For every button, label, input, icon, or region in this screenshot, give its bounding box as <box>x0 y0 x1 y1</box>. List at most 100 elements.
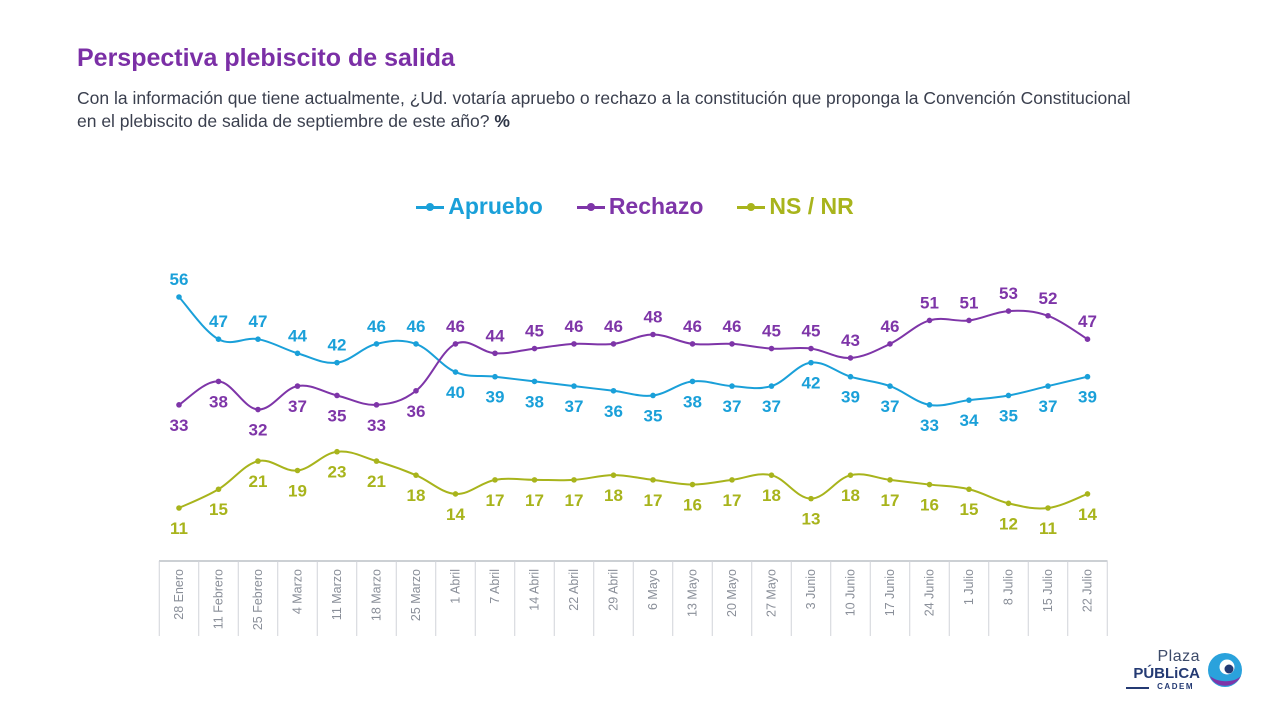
legend-item-rechazo: Rechazo <box>576 193 704 220</box>
data-label-ns-nr: 21 <box>367 472 386 491</box>
data-label-ns-nr: 17 <box>565 491 584 510</box>
data-point-ns-nr <box>966 486 972 493</box>
data-label-rechazo: 46 <box>565 317 584 336</box>
data-label-rechazo: 46 <box>723 317 742 336</box>
data-point-rechazo <box>492 350 498 357</box>
data-label-apruebo: 46 <box>367 317 386 336</box>
data-point-apruebo <box>1084 373 1091 380</box>
data-point-apruebo <box>926 402 933 408</box>
data-label-rechazo: 51 <box>960 293 979 312</box>
x-tick-label: 25 Febrero <box>251 569 265 630</box>
data-label-rechazo: 33 <box>367 416 386 435</box>
data-label-apruebo: 37 <box>1039 397 1058 416</box>
data-point-apruebo <box>966 397 972 403</box>
data-label-apruebo: 39 <box>486 388 505 407</box>
data-label-apruebo: 46 <box>407 317 426 336</box>
data-label-ns-nr: 17 <box>525 491 544 510</box>
data-point-rechazo <box>847 355 854 361</box>
data-point-ns-nr <box>1005 500 1012 507</box>
data-point-rechazo <box>373 402 380 408</box>
data-label-apruebo: 37 <box>565 397 584 416</box>
data-label-ns-nr: 12 <box>999 514 1018 533</box>
x-tick-label: 7 Abril <box>488 569 502 604</box>
data-label-rechazo: 47 <box>1078 312 1097 331</box>
x-tick-label: 14 Abril <box>528 569 542 611</box>
data-label-apruebo: 38 <box>683 392 702 411</box>
x-tick-label: 4 Marzo <box>291 569 305 614</box>
data-point-apruebo <box>294 350 301 357</box>
data-point-ns-nr <box>492 477 498 483</box>
data-label-rechazo: 36 <box>407 402 426 421</box>
data-label-rechazo: 45 <box>802 322 821 341</box>
legend-label-apruebo: Apruebo <box>448 193 543 219</box>
data-label-apruebo: 38 <box>525 392 544 411</box>
unit-label: % <box>494 111 510 131</box>
data-label-apruebo: 37 <box>762 397 781 416</box>
data-point-apruebo <box>452 369 459 375</box>
data-point-ns-nr <box>531 477 538 483</box>
x-tick-label: 22 Abril <box>567 569 581 611</box>
x-tick-label: 1 Julio <box>962 569 976 605</box>
data-point-ns-nr <box>373 458 380 464</box>
legend-label-nsnr: NS / NR <box>769 193 854 219</box>
x-tick-label: 24 Junio <box>923 569 937 616</box>
data-label-ns-nr: 18 <box>407 486 426 505</box>
x-tick-label: 18 Marzo <box>370 569 384 621</box>
data-label-rechazo: 46 <box>683 317 702 336</box>
data-point-ns-nr <box>887 477 893 483</box>
data-point-apruebo <box>689 378 696 385</box>
plaza-publica-cadem-logo: Plaza PÚBLiCA CADEM <box>1124 648 1244 693</box>
data-label-apruebo: 42 <box>328 336 347 355</box>
legend-swatch-nsnr <box>737 203 766 211</box>
chart-question: Con la información que tiene actualmente… <box>77 87 1137 133</box>
data-point-rechazo <box>215 378 222 385</box>
data-label-apruebo: 35 <box>644 406 663 425</box>
data-point-apruebo <box>413 341 419 347</box>
data-label-ns-nr: 13 <box>802 510 821 529</box>
data-label-rechazo: 38 <box>209 392 228 411</box>
data-point-apruebo <box>1045 383 1051 389</box>
data-label-ns-nr: 23 <box>328 463 347 482</box>
data-point-apruebo <box>1005 392 1012 399</box>
data-label-rechazo: 32 <box>249 421 268 440</box>
legend-item-apruebo: Apruebo <box>416 193 543 220</box>
data-label-ns-nr: 19 <box>288 481 307 500</box>
data-label-rechazo: 52 <box>1039 289 1058 308</box>
x-tick-label: 11 Marzo <box>330 569 344 620</box>
data-label-ns-nr: 16 <box>683 496 702 515</box>
data-label-ns-nr: 21 <box>249 472 268 491</box>
data-point-ns-nr <box>768 472 775 478</box>
chart-legend: Apruebo Rechazo NS / NR <box>0 193 1270 220</box>
data-point-rechazo <box>1005 308 1012 314</box>
data-point-ns-nr <box>413 472 419 478</box>
series-line-apruebo <box>178 296 1088 407</box>
logo-text-publica: PÚBLiCA <box>1133 665 1200 682</box>
data-point-ns-nr <box>215 486 222 493</box>
x-tick-label: 15 Julio <box>1041 569 1055 612</box>
data-label-apruebo: 39 <box>841 388 860 407</box>
x-tick-label: 10 Junio <box>844 569 858 616</box>
data-point-ns-nr <box>1045 505 1051 511</box>
data-point-apruebo <box>847 373 854 380</box>
data-label-apruebo: 33 <box>920 416 939 435</box>
data-point-rechazo <box>887 341 893 347</box>
data-label-rechazo: 51 <box>920 293 939 312</box>
x-tick-label: 22 Julio <box>1081 569 1095 612</box>
legend-label-rechazo: Rechazo <box>608 193 704 219</box>
data-point-rechazo <box>610 341 617 347</box>
data-point-rechazo <box>334 392 340 399</box>
data-point-apruebo <box>768 383 775 389</box>
data-label-apruebo: 47 <box>209 312 228 331</box>
data-point-apruebo <box>531 378 538 385</box>
data-label-rechazo: 35 <box>328 406 347 425</box>
data-point-apruebo <box>887 383 893 389</box>
data-point-rechazo <box>571 341 577 347</box>
x-tick-label: 28 Enero <box>172 569 186 620</box>
data-point-ns-nr <box>334 448 340 455</box>
x-tick-label: 3 Junio <box>804 569 818 609</box>
data-label-apruebo: 56 <box>170 270 189 289</box>
data-point-ns-nr <box>255 458 261 464</box>
data-point-apruebo <box>255 336 261 343</box>
data-point-ns-nr <box>808 495 814 502</box>
